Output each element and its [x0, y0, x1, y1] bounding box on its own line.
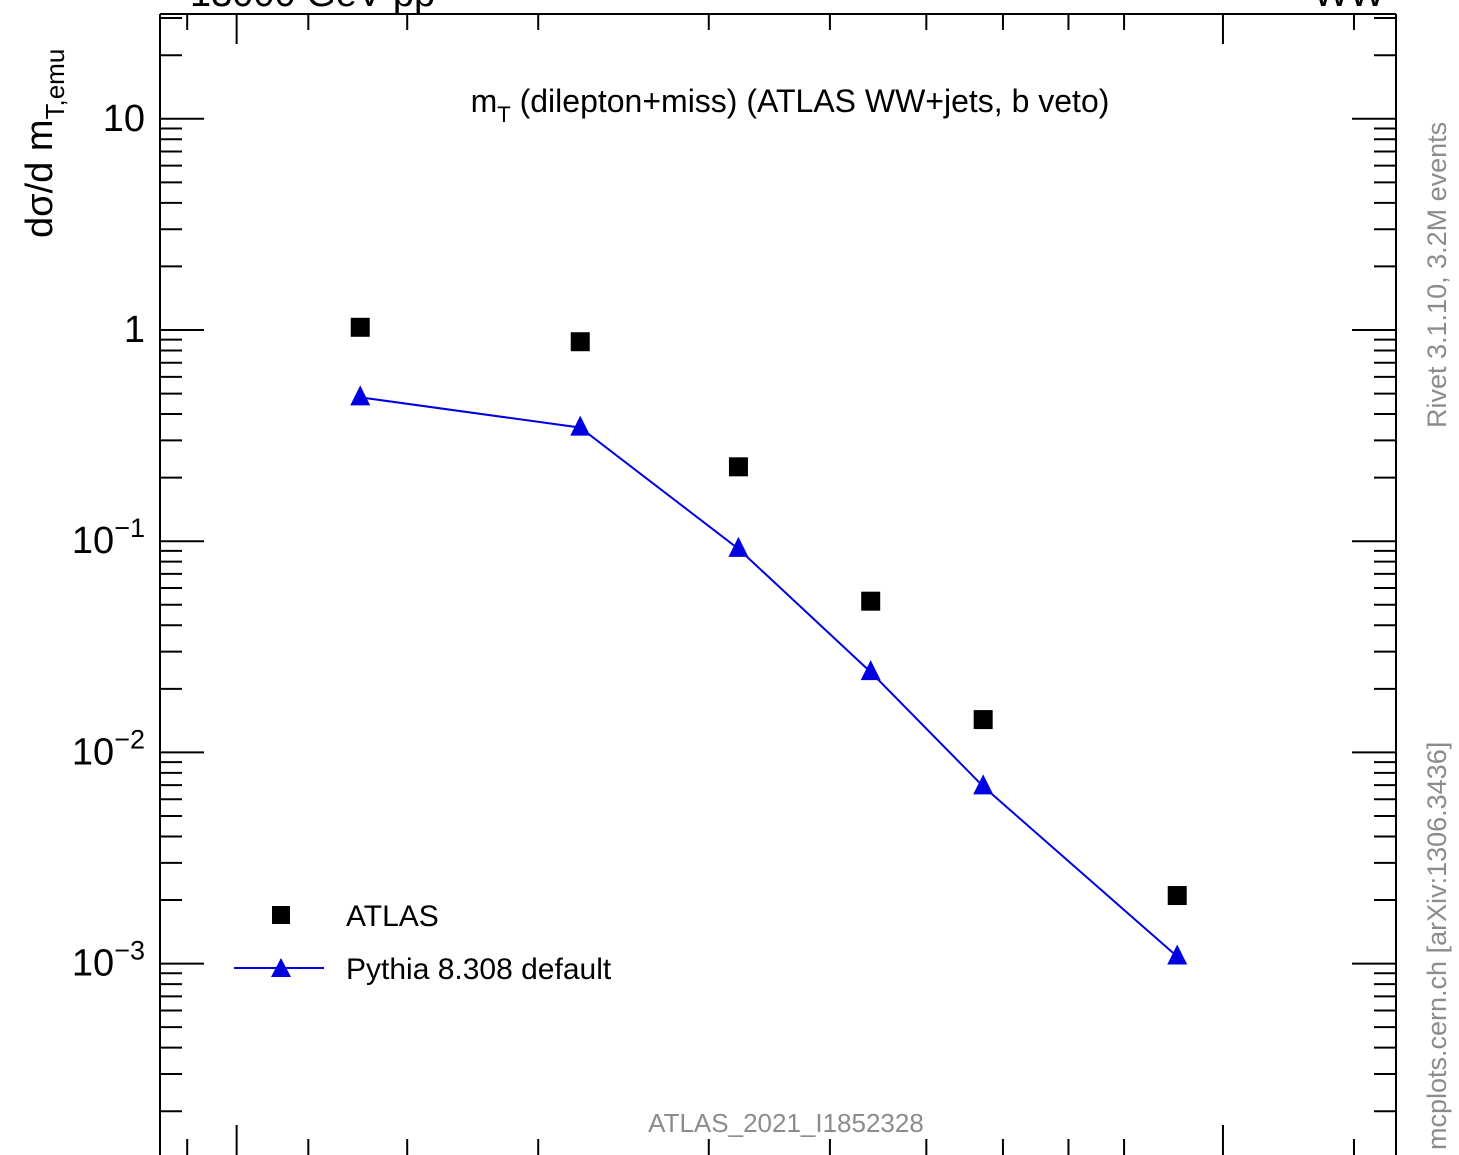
data-series [350, 317, 1188, 965]
y-tick-label: 10−1 [72, 513, 145, 562]
top-left-label: 13000 GeV pp [190, 0, 435, 15]
y-tick-label: 10 [103, 98, 145, 140]
series-0 [350, 317, 1187, 906]
top-right-label: WW [1313, 0, 1385, 15]
data-point-triangle [350, 385, 371, 406]
side-label-top: Rivet 3.1.10, 3.2M events [1422, 122, 1452, 428]
chart-title: mT (dilepton+miss) (ATLAS WW+jets, b vet… [471, 83, 1110, 127]
data-point-triangle [860, 660, 881, 681]
legend-atlas-label: ATLAS [346, 900, 439, 933]
data-point-triangle [728, 536, 749, 557]
data-point-square [350, 317, 370, 337]
y-tick-labels: 10 1 10−1 10−2 10−3 [72, 98, 145, 985]
chart-title-main: m [471, 83, 498, 119]
legend: ATLAS Pythia 8.308 default [234, 900, 612, 986]
side-label-bottom: mcplots.cern.ch [arXiv:1306.3436] [1422, 742, 1452, 1150]
series-1 [350, 385, 1188, 965]
data-point-triangle [973, 774, 994, 795]
y-tick-label: 1 [124, 309, 145, 351]
data-point-square [570, 332, 590, 352]
y-tick-label: 10−3 [72, 936, 145, 985]
legend-pythia-marker [271, 958, 291, 977]
data-point-triangle [570, 415, 591, 436]
data-point-square [973, 710, 993, 730]
series-line [360, 396, 1178, 958]
chart-title-rest: (dilepton+miss) (ATLAS WW+jets, b veto) [511, 83, 1110, 119]
legend-pythia-label: Pythia 8.308 default [346, 953, 612, 986]
data-point-square [1167, 886, 1187, 906]
y-axis-label-main: dσ/d m [19, 120, 61, 239]
axis-ticks [160, 14, 1396, 1155]
y-tick-label: 10−2 [72, 724, 145, 773]
y-axis-label-sub: T,emu [40, 49, 70, 120]
data-point-triangle [1167, 944, 1188, 965]
analysis-watermark: ATLAS_2021_I1852328 [648, 1108, 924, 1138]
data-point-square [728, 457, 748, 477]
plot-frame [159, 13, 1397, 1155]
chart-title-sub: T [497, 102, 510, 127]
legend-atlas-marker [272, 906, 290, 924]
data-point-square [861, 591, 881, 611]
y-axis-label: dσ/d mT,emu [19, 49, 70, 238]
